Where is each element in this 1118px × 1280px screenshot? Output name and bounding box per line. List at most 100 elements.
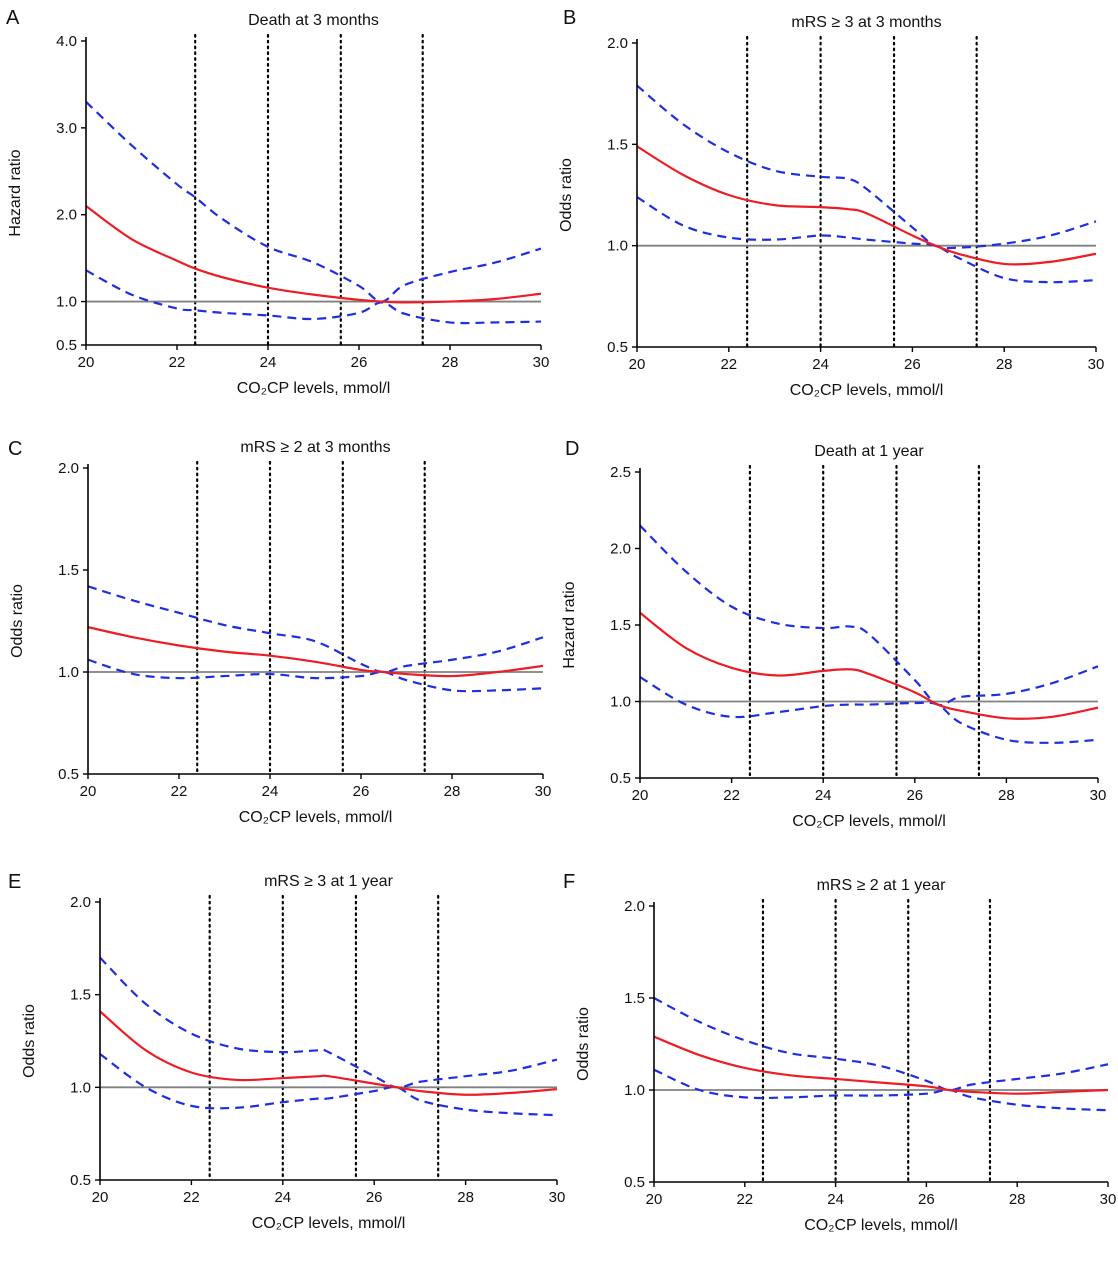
- panel-a: A Death at 3 months 4.0 3.0 2.0 1.0 0.520 22 24 2…: [6, 7, 549, 397]
- panel-title: mRS ≥ 3 at 1 year: [264, 873, 394, 890]
- y-tick-label: 1.5: [610, 617, 631, 634]
- panel-letter: F: [563, 871, 575, 893]
- y-tick-label: 1.0: [70, 1079, 91, 1096]
- x-tick-label: 22: [736, 1191, 753, 1208]
- x-axis-label: CO₂CP levels, mmol/l: [804, 1217, 958, 1234]
- panel-title: Death at 3 months: [248, 12, 379, 29]
- x-tick-label: 20: [632, 787, 649, 804]
- x-tick-label: 30: [1088, 356, 1105, 373]
- panel-title: mRS ≥ 2 at 1 year: [817, 877, 947, 894]
- x-tick-label: 28: [457, 1189, 474, 1206]
- upper-ci-curve: [85, 101, 542, 303]
- x-tick-label: 22: [171, 783, 188, 800]
- x-tick-label: 26: [906, 787, 923, 804]
- x-tick-label: 28: [444, 783, 461, 800]
- estimate-curve: [87, 626, 544, 678]
- y-tick-label: 2.0: [70, 894, 91, 911]
- x-tick-label: 30: [1100, 1191, 1117, 1208]
- y-axis-label: Odds ratio: [575, 1007, 592, 1081]
- estimate-curve: [85, 205, 542, 304]
- x-tick-label: 22: [183, 1189, 200, 1206]
- x-axis-label: CO₂CP levels, mmol/l: [252, 1215, 406, 1232]
- panel-title: Death at 1 year: [814, 443, 924, 460]
- upper-ci-curve: [636, 84, 1097, 250]
- upper-ci-curve: [99, 956, 558, 1089]
- y-axis-label: Hazard ratio: [7, 149, 24, 236]
- y-tick-label: 1.0: [56, 294, 77, 311]
- y-tick-label: 1.0: [607, 238, 628, 255]
- y-tick-label: 3.0: [56, 120, 77, 137]
- y-tick-label: 0.5: [58, 766, 79, 783]
- panel-letter: D: [565, 438, 579, 460]
- y-tick-label: 2.0: [58, 460, 79, 477]
- y-tick-label: 1.0: [610, 694, 631, 711]
- panel-title: mRS ≥ 2 at 3 months: [240, 439, 390, 456]
- upper-ci-curve: [653, 997, 1109, 1092]
- x-tick-label: 22: [720, 356, 737, 373]
- y-tick-label: 2.0: [610, 541, 631, 558]
- estimate-curve: [636, 145, 1097, 266]
- x-tick-label: 24: [260, 354, 277, 371]
- x-axis-label: CO₂CP levels, mmol/l: [237, 380, 391, 397]
- x-tick-label: 30: [549, 1189, 566, 1206]
- lower-ci-curve: [653, 1068, 1109, 1112]
- lower-ci-curve: [85, 269, 542, 325]
- panel-letter: B: [563, 7, 576, 29]
- x-tick-label: 24: [815, 787, 832, 804]
- x-tick-label: 28: [442, 354, 459, 371]
- y-tick-label: 0.5: [624, 1174, 645, 1191]
- x-tick-label: 22: [169, 354, 186, 371]
- lower-ci-curve: [639, 676, 1099, 744]
- x-tick-label: 24: [812, 356, 829, 373]
- x-axis-label: CO₂CP levels, mmol/l: [239, 809, 393, 826]
- panel-d: D Death at 1 year 2.5 2.0 1.5 1.0 0.520 22 24 26 2…: [561, 438, 1106, 830]
- x-axis-label: CO₂CP levels, mmol/l: [790, 382, 944, 399]
- y-axis-label: Odds ratio: [9, 584, 26, 658]
- y-tick-label: 2.0: [56, 207, 77, 224]
- panel-letter: E: [8, 871, 21, 893]
- x-tick-label: 22: [723, 787, 740, 804]
- y-tick-label: 0.5: [607, 339, 628, 356]
- x-tick-label: 26: [918, 1191, 935, 1208]
- estimate-curve: [639, 611, 1099, 720]
- y-tick-label: 1.5: [58, 562, 79, 579]
- x-tick-label: 20: [80, 783, 97, 800]
- x-tick-label: 24: [274, 1189, 291, 1206]
- y-axis-label: Hazard ratio: [561, 581, 578, 668]
- y-tick-label: 2.0: [607, 35, 628, 52]
- x-tick-label: 26: [366, 1189, 383, 1206]
- x-tick-label: 20: [78, 354, 95, 371]
- x-tick-label: 26: [904, 356, 921, 373]
- y-tick-label: 0.5: [610, 770, 631, 787]
- x-tick-label: 30: [1090, 787, 1107, 804]
- estimate-curve: [653, 1035, 1109, 1095]
- y-tick-label: 1.0: [624, 1082, 645, 1099]
- x-tick-label: 20: [629, 356, 646, 373]
- x-tick-label: 30: [535, 783, 552, 800]
- y-tick-label: 0.5: [56, 337, 77, 354]
- x-tick-label: 26: [351, 354, 368, 371]
- y-tick-label: 4.0: [56, 33, 77, 50]
- y-tick-label: 2.0: [624, 898, 645, 915]
- x-axis-label: CO₂CP levels, mmol/l: [792, 813, 946, 830]
- y-tick-label: 1.5: [624, 990, 645, 1007]
- panel-letter: C: [8, 438, 22, 460]
- y-tick-label: 1.0: [58, 664, 79, 681]
- x-tick-label: 20: [646, 1191, 663, 1208]
- x-tick-label: 28: [998, 787, 1015, 804]
- x-tick-label: 24: [262, 783, 279, 800]
- y-axis-label: Odds ratio: [558, 158, 575, 232]
- x-tick-label: 20: [92, 1189, 109, 1206]
- upper-ci-curve: [87, 585, 544, 674]
- x-tick-label: 30: [533, 354, 550, 371]
- x-tick-label: 28: [1009, 1191, 1026, 1208]
- estimate-curve: [99, 1010, 558, 1096]
- x-tick-label: 24: [827, 1191, 844, 1208]
- y-tick-label: 1.5: [607, 136, 628, 153]
